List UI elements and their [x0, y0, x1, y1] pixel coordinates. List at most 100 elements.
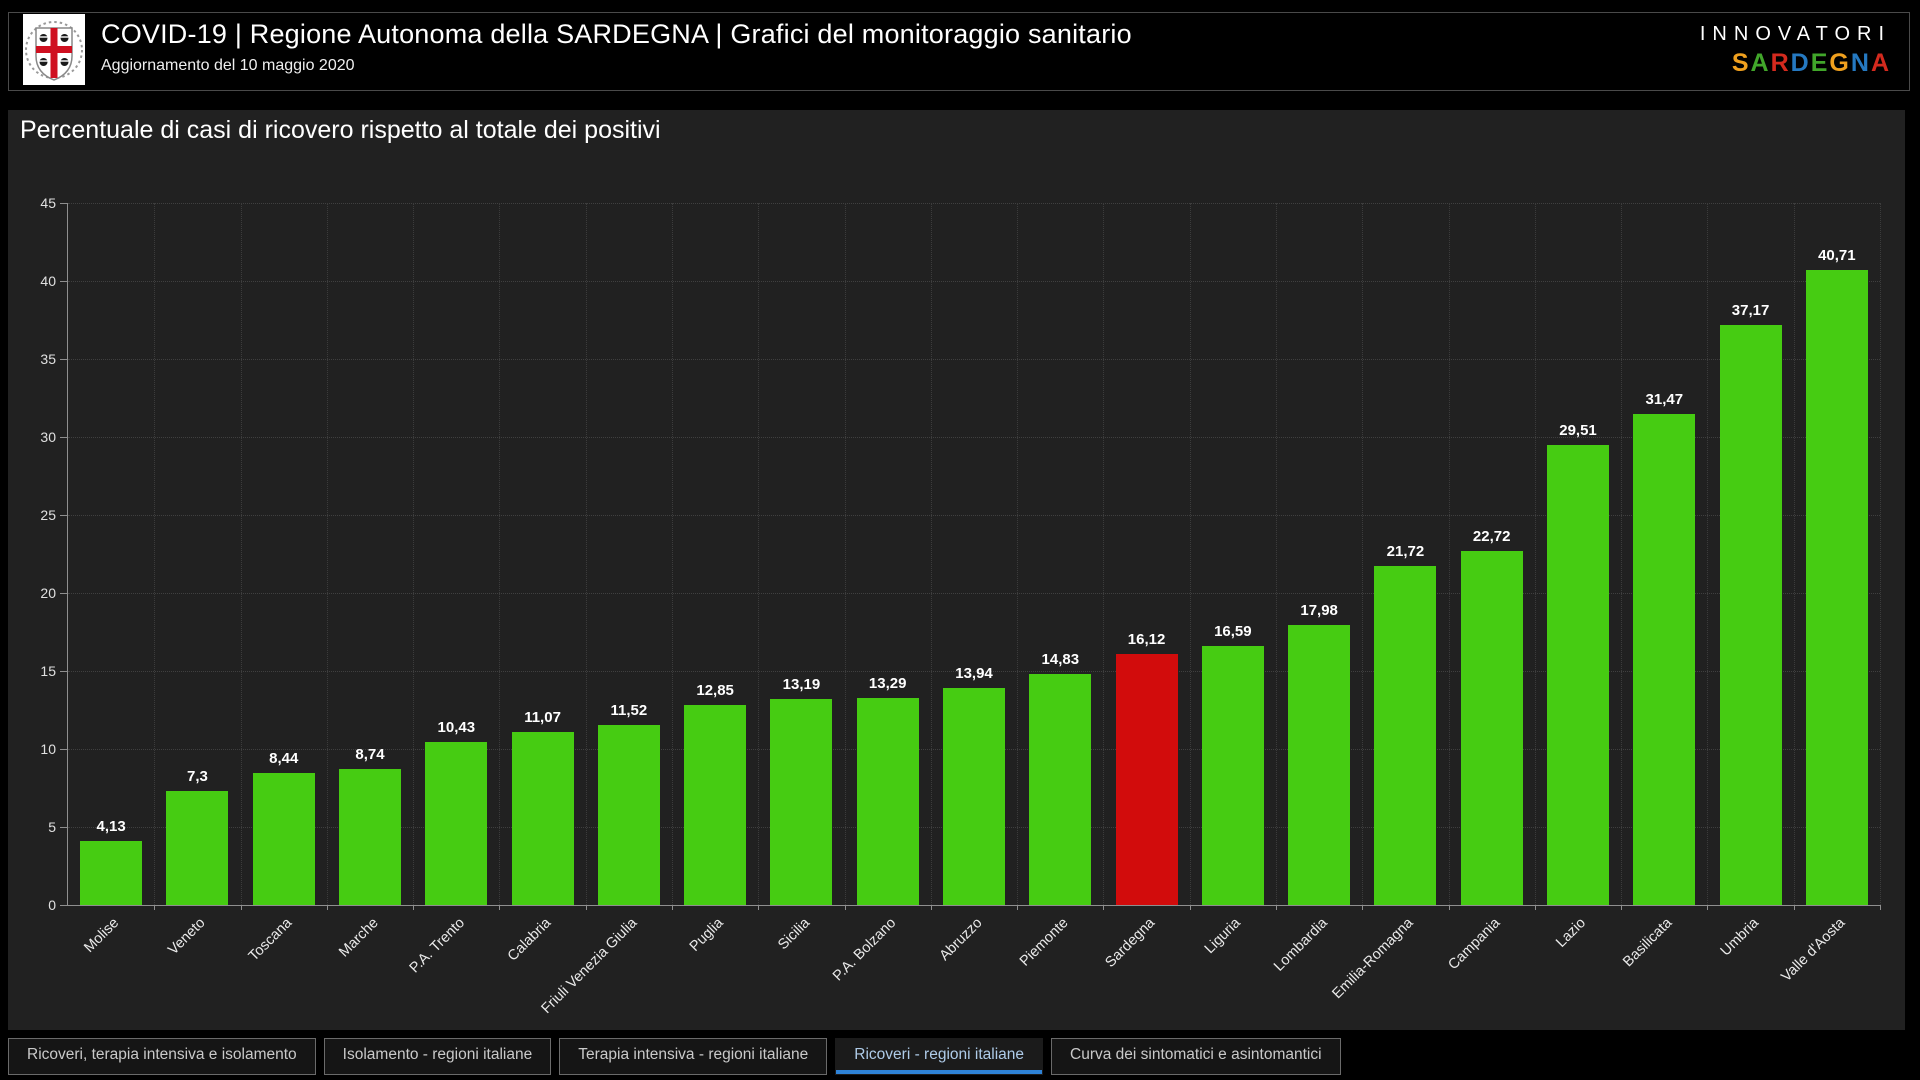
y-axis-label: 15 [40, 663, 56, 679]
brand-letter: E [1810, 49, 1830, 77]
bar-Basilicata[interactable] [1633, 414, 1696, 905]
bar-P.A. Bolzano[interactable] [856, 697, 919, 905]
tab-label: Ricoveri - regioni italiane [854, 1046, 1025, 1063]
x-axis-label: Lazio [1553, 915, 1590, 951]
bar-value-label: 8,74 [355, 745, 385, 763]
gridline-vertical [413, 203, 415, 905]
bar-Valle d'Aosta[interactable] [1805, 269, 1868, 905]
tab-isolamento-regioni-italiane[interactable]: Isolamento - regioni italiane [323, 1038, 552, 1075]
bar-Sardegna[interactable] [1115, 653, 1178, 905]
brand-letter: A [1870, 49, 1891, 77]
bar-value-label: 12,85 [696, 681, 734, 699]
bar-value-label: 13,29 [868, 674, 907, 692]
bar-value-label: 37,17 [1731, 302, 1770, 320]
brand-letter: S [1731, 49, 1751, 77]
page-title: COVID-19 | Regione Autonoma della SARDEG… [101, 19, 1132, 49]
innovatori-sardegna-logo: INNOVATORI SARDEGNA [1700, 22, 1891, 79]
x-axis-tick [1880, 905, 1881, 910]
y-axis-label: 30 [40, 429, 56, 445]
x-axis-label: Abruzzo [936, 915, 986, 964]
bar-Lazio[interactable] [1546, 444, 1610, 905]
x-axis-label: Umbria [1717, 915, 1762, 960]
x-axis-label: Sicilia [774, 915, 813, 954]
x-axis-label: Friuli Venezia Giulia [538, 915, 641, 1017]
gridline-horizontal [68, 593, 1880, 594]
bar-Calabria[interactable] [511, 732, 574, 905]
bar-Toscana[interactable] [252, 773, 315, 905]
bar-value-label: 21,72 [1386, 543, 1425, 561]
bar-Marche[interactable] [338, 768, 402, 905]
x-axis-label: Marche [335, 915, 382, 961]
tab-label: Terapia intensiva - regioni italiane [578, 1046, 809, 1063]
bar-Sicilia[interactable] [770, 699, 833, 905]
y-axis-tick [60, 749, 67, 750]
tab-label: Ricoveri, terapia intensiva e isolamento [27, 1046, 297, 1063]
x-axis-tick [1793, 905, 1795, 910]
y-axis-label: 25 [40, 507, 56, 523]
x-axis-label: Valle d'Aosta [1778, 915, 1849, 986]
sardinia-flag-icon [23, 14, 85, 85]
bar-value-label: 11,52 [610, 702, 648, 720]
update-date: Aggiornamento del 10 maggio 2020 [101, 57, 355, 74]
bar-value-label: 8,44 [269, 750, 299, 768]
gridline-vertical [844, 203, 846, 905]
x-axis-label: Piemonte [1016, 915, 1072, 970]
x-axis-tick [1103, 905, 1105, 910]
x-axis-label: Emilia-Romagna [1329, 915, 1417, 1003]
gridline-vertical [1707, 203, 1709, 905]
bar-Piemonte[interactable] [1029, 673, 1092, 905]
gridline-horizontal [68, 671, 1880, 672]
bar-Molise[interactable] [80, 840, 143, 905]
brand-letter: R [1770, 49, 1791, 77]
chart-title: Percentuale di casi di ricovero rispetto… [20, 116, 661, 144]
x-axis-tick [326, 905, 328, 910]
gridline-horizontal [68, 515, 1880, 516]
tab-terapia-intensiva-regioni-italiane[interactable]: Terapia intensiva - regioni italiane [559, 1038, 828, 1075]
x-axis-line [67, 905, 1880, 906]
y-axis-tick [60, 359, 67, 360]
x-axis-label: P.A. Trento [406, 915, 468, 977]
y-axis-tick [60, 515, 67, 516]
x-axis-tick [1448, 905, 1450, 910]
bar-Liguria[interactable] [1201, 646, 1264, 905]
x-axis-tick [413, 905, 415, 910]
y-axis-tick [60, 281, 67, 282]
bar-value-label: 10,43 [437, 719, 476, 737]
brand-letter: A [1750, 49, 1771, 77]
bar-Veneto[interactable] [166, 791, 229, 905]
tab-ricoveri-terapia-intensiva-e-isolamento[interactable]: Ricoveri, terapia intensiva e isolamento [8, 1038, 316, 1075]
tab-label: Curva dei sintomatici e asintomantici [1070, 1046, 1322, 1063]
gridline-vertical [154, 203, 156, 905]
x-axis-tick [1362, 905, 1364, 910]
gridline-vertical [1534, 203, 1536, 905]
brand-letter: N [1850, 49, 1871, 77]
bar-value-label: 29,51 [1559, 421, 1597, 439]
bar-Friuli Venezia Giulia[interactable] [597, 725, 660, 905]
x-axis-label: P.A. Bolzano [829, 915, 900, 985]
x-axis-tick [758, 905, 760, 910]
x-axis-tick [499, 905, 501, 910]
chart-tab-bar: Ricoveri, terapia intensiva e isolamento… [8, 1038, 1341, 1075]
bar-value-label: 22,72 [1472, 527, 1511, 545]
tab-ricoveri-regioni-italiane[interactable]: Ricoveri - regioni italiane [835, 1038, 1044, 1075]
bar-Puglia[interactable] [684, 704, 747, 905]
gridline-vertical [499, 203, 501, 905]
brand-letter: D [1790, 49, 1811, 77]
y-axis-tick [60, 203, 67, 204]
bar-P.A. Trento[interactable] [425, 742, 488, 905]
x-axis-tick [1017, 905, 1019, 910]
gridline-horizontal [68, 281, 1880, 282]
bar-value-label: 40,71 [1818, 246, 1856, 264]
x-axis-tick [844, 905, 846, 910]
bar-Lombardia[interactable] [1288, 624, 1351, 905]
gridline-vertical [585, 203, 587, 905]
bar-Umbria[interactable] [1719, 325, 1782, 905]
bar-value-label: 31,47 [1645, 391, 1684, 409]
bar-Campania[interactable] [1460, 550, 1523, 905]
x-axis-tick [930, 905, 932, 910]
bar-Abruzzo[interactable] [942, 687, 1006, 905]
bar-Emilia-Romagna[interactable] [1374, 566, 1437, 905]
plot-area: 0 5 10 15 20 25 30 35 40 45 4,13 7,3 8,44 8,74 10,43 11… [40, 195, 1881, 913]
tab-curva-dei-sintomatici-e-asintomantici[interactable]: Curva dei sintomatici e asintomantici [1051, 1038, 1341, 1075]
x-axis-label: Liguria [1202, 915, 1245, 958]
